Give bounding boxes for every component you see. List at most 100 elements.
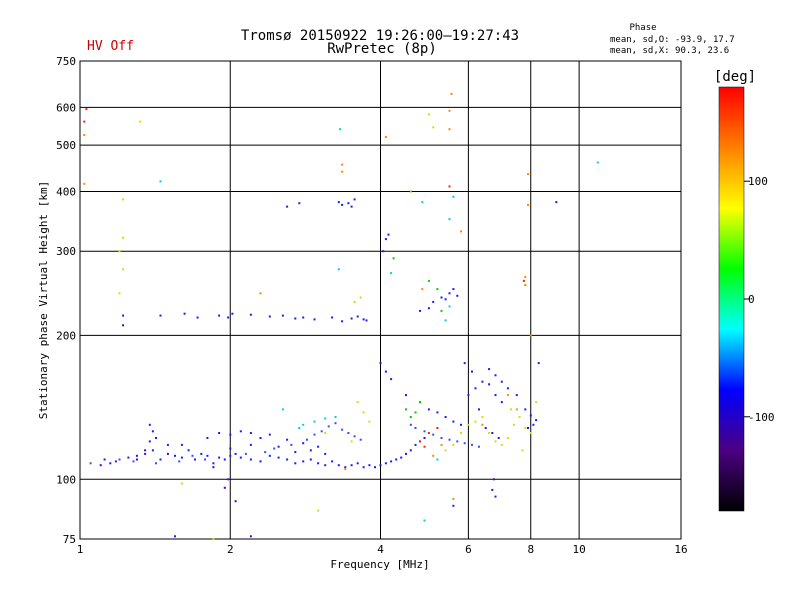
x-tick-label: 16 (674, 543, 687, 556)
data-point (471, 443, 473, 446)
data-point (324, 464, 327, 467)
y-tick-label: 100 (56, 473, 76, 486)
data-point (356, 315, 359, 318)
data-point (374, 466, 376, 469)
data-point (452, 497, 455, 500)
data-point (227, 316, 230, 319)
data-point (268, 315, 271, 318)
data-point (339, 128, 342, 131)
data-point (294, 462, 297, 465)
data-point (218, 314, 221, 317)
colorbar (718, 86, 745, 512)
data-point (409, 190, 412, 193)
data-point (148, 440, 151, 443)
data-point (491, 488, 494, 491)
data-point (122, 314, 125, 317)
data-point (444, 416, 447, 418)
data-point (180, 443, 183, 446)
data-point (423, 519, 426, 522)
data-point (356, 401, 359, 404)
data-point (180, 456, 183, 459)
data-point (298, 202, 301, 205)
data-point (309, 458, 312, 461)
data-point (452, 443, 455, 446)
data-point (114, 460, 117, 463)
data-point (286, 438, 289, 441)
data-point (83, 134, 86, 136)
data-point (350, 440, 353, 443)
data-point (460, 423, 462, 426)
data-point (341, 170, 344, 173)
data-point (144, 449, 147, 452)
data-point (478, 408, 480, 411)
data-point (515, 394, 518, 397)
data-point (427, 432, 430, 434)
data-point (444, 298, 447, 301)
data-point (320, 430, 323, 433)
data-point (500, 401, 503, 404)
data-point (532, 423, 535, 426)
data-point (344, 466, 347, 469)
data-point (294, 451, 297, 454)
data-point (259, 292, 262, 295)
data-point (488, 368, 491, 371)
data-point (218, 456, 221, 459)
data-point (484, 427, 487, 429)
x-axis-label: Frequency [MHz] (330, 558, 429, 571)
data-point (359, 438, 362, 441)
data-point (249, 313, 252, 316)
data-point (481, 416, 484, 418)
data-point (244, 452, 247, 455)
data-point (313, 420, 316, 423)
data-point (317, 462, 320, 465)
data-point (273, 447, 276, 450)
data-point (151, 449, 154, 452)
data-point (206, 454, 209, 457)
data-point (467, 394, 470, 397)
data-point (444, 449, 447, 452)
data-point (324, 417, 327, 420)
data-point (344, 468, 347, 471)
data-point (436, 411, 439, 414)
data-point (419, 440, 421, 443)
data-point (524, 408, 527, 411)
data-point (350, 464, 353, 467)
data-point (337, 201, 340, 204)
data-point (234, 452, 237, 455)
data-point (497, 437, 500, 439)
data-point (384, 462, 387, 465)
data-point (99, 464, 102, 467)
data-point (409, 423, 412, 426)
data-point (155, 462, 157, 465)
data-point (382, 250, 385, 253)
y-tick-labels: 75 100 200 300 400 500 600 750 (56, 55, 76, 546)
data-point (527, 427, 529, 429)
data-point (452, 288, 455, 291)
y-axis-label: Stationary phase Virtual Height [km] (37, 181, 50, 419)
data-point (191, 454, 194, 457)
colorbar-label: [deg] (714, 69, 756, 85)
data-point (281, 408, 284, 411)
data-point (166, 452, 169, 455)
data-point (259, 437, 262, 439)
data-point (471, 370, 473, 373)
data-point (306, 438, 308, 441)
data-point (359, 296, 362, 299)
data-point (478, 445, 480, 448)
data-point (302, 316, 305, 319)
data-point (448, 438, 451, 441)
data-point (405, 408, 407, 411)
data-point (387, 233, 390, 236)
colorbar-tick-label: 0 (748, 293, 755, 306)
data-point (362, 411, 365, 414)
data-point (350, 205, 353, 208)
data-point (481, 423, 484, 426)
data-point (474, 420, 477, 423)
data-point (324, 432, 327, 434)
data-point (436, 458, 439, 461)
data-point (474, 387, 477, 390)
data-point (194, 458, 196, 461)
data-point (159, 458, 162, 461)
data-point (440, 443, 443, 446)
data-point (174, 454, 176, 457)
